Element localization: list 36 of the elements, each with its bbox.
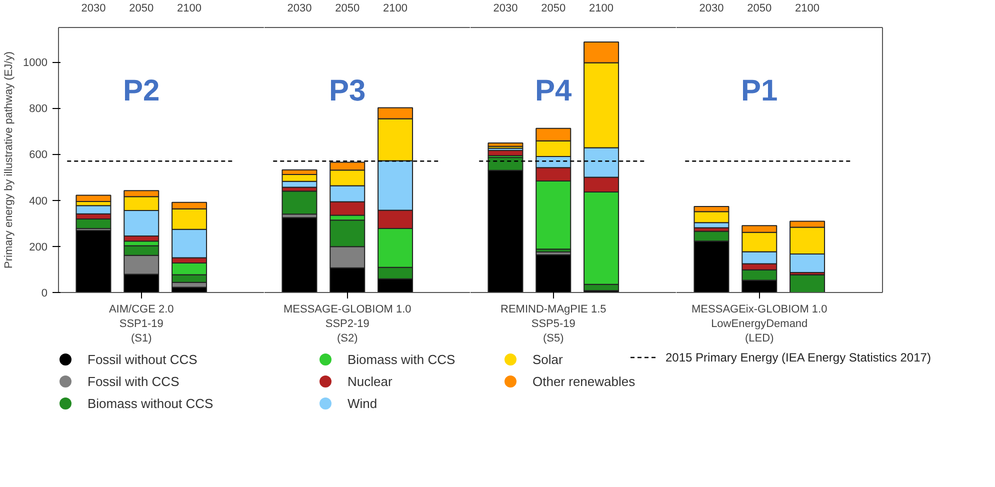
y-tick-label: 1000 xyxy=(23,57,48,70)
x-axis-title: MESSAGEix-GLOBIOM 1.0 LowEnergyDemand (LED) xyxy=(692,304,828,344)
x-tick-label: 2050 xyxy=(129,2,154,14)
text: P3 xyxy=(329,74,366,108)
x-tick-label: 2030 xyxy=(81,2,106,14)
text: P2 xyxy=(123,74,160,108)
x-axis-title: AIM/CGE 2.0 SSP1-19 (S1) xyxy=(108,304,174,344)
legend-label: Solar xyxy=(532,352,564,367)
x-axis-title: MESSAGE-GLOBIOM 1.0 SSP2-19 (S2) xyxy=(284,304,412,344)
legend-label: Biomass without CCS xyxy=(88,396,214,411)
text: P4 xyxy=(535,74,572,108)
x-tick-label: 2050 xyxy=(541,2,566,14)
legend-label: Nuclear xyxy=(348,374,393,389)
y-tick-label: 600 xyxy=(29,149,48,162)
x-tick-label: 2050 xyxy=(335,2,360,14)
legend-label: Biomass with CCS xyxy=(348,352,456,367)
y-tick-label: 400 xyxy=(29,195,48,208)
text: P1 xyxy=(741,74,778,108)
x-tick-label: 2100 xyxy=(795,2,820,14)
y-axis-title: Primary energy by illustrative pathway (EJ/y) xyxy=(3,51,16,269)
legend-label: Wind xyxy=(348,396,378,411)
x-tick-label: 2100 xyxy=(589,2,614,14)
x-tick-label: 2030 xyxy=(699,2,724,14)
x-axis-title: REMIND-MAgPIE 1.5 SSP5-19 (S5) xyxy=(500,304,606,344)
legend-label: 2015 Primary Energy (IEA Energy Statistics 2017) xyxy=(666,350,931,364)
x-tick-label: 2030 xyxy=(287,2,312,14)
x-tick-label: 2100 xyxy=(177,2,202,14)
legend-label: Other renewables xyxy=(532,374,636,389)
x-tick-label: 2100 xyxy=(383,2,408,14)
legend-label: Fossil without CCS xyxy=(88,352,198,367)
legend-label: Fossil with CCS xyxy=(88,374,180,389)
y-tick-label: 800 xyxy=(29,103,48,116)
x-tick-label: 2050 xyxy=(747,2,772,14)
y-tick-label: 0 xyxy=(41,288,48,300)
y-tick-label: 200 xyxy=(29,241,48,254)
x-tick-label: 2030 xyxy=(493,2,518,14)
